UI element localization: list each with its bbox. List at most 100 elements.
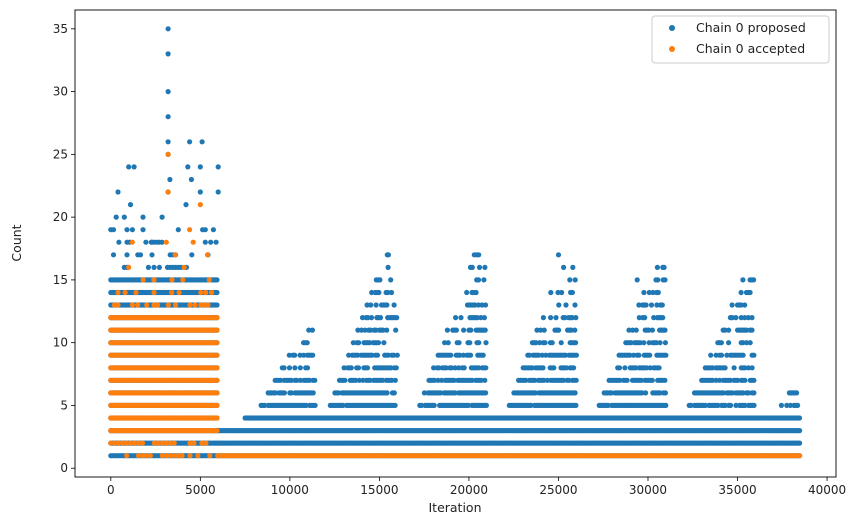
proposed-point	[787, 402, 794, 408]
proposed-point	[482, 264, 488, 270]
proposed-point	[751, 352, 757, 358]
proposed-point	[708, 352, 714, 358]
accepted-point	[115, 302, 121, 308]
accepted-point	[205, 302, 211, 308]
proposed-point	[641, 289, 647, 296]
proposed-point	[156, 264, 162, 270]
proposed-point	[439, 377, 445, 383]
proposed-point	[431, 365, 437, 371]
accepted-point	[191, 440, 197, 446]
proposed-point	[709, 377, 716, 383]
accepted-point	[203, 440, 209, 446]
proposed-point	[188, 176, 194, 183]
proposed-point	[641, 340, 647, 346]
proposed-point	[567, 277, 573, 283]
proposed-point	[742, 377, 748, 383]
proposed-point	[749, 365, 755, 371]
proposed-point	[473, 289, 479, 296]
proposed-point	[215, 189, 221, 195]
proposed-point	[394, 352, 400, 358]
proposed-point	[480, 352, 486, 358]
proposed-point	[436, 365, 442, 371]
proposed-point	[476, 252, 482, 258]
x-tick-label: 20000	[450, 483, 488, 497]
proposed-point	[375, 340, 382, 346]
proposed-point	[729, 302, 735, 308]
proposed-point	[534, 327, 540, 333]
proposed-point	[453, 315, 459, 321]
accepted-point	[135, 440, 142, 446]
accepted-point	[214, 315, 220, 321]
proposed-point	[479, 302, 485, 308]
series-accepted-points	[108, 151, 803, 459]
proposed-point	[662, 277, 668, 283]
proposed-point	[366, 340, 373, 346]
proposed-point	[197, 189, 203, 195]
proposed-point	[749, 327, 755, 333]
proposed-point	[449, 365, 455, 371]
proposed-point	[549, 340, 555, 346]
proposed-point	[159, 214, 165, 220]
accepted-point	[181, 264, 187, 270]
proposed-point	[548, 315, 554, 321]
proposed-point	[368, 315, 375, 321]
proposed-point	[385, 352, 391, 358]
proposed-point	[544, 377, 551, 383]
plot-area	[75, 10, 836, 477]
proposed-point	[744, 327, 750, 333]
proposed-point	[185, 164, 191, 170]
accepted-point	[155, 302, 161, 308]
proposed-point	[688, 402, 694, 408]
proposed-point	[381, 340, 387, 346]
accepted-point	[169, 277, 175, 283]
proposed-point	[369, 352, 375, 358]
proposed-point	[391, 352, 397, 358]
proposed-point	[346, 352, 352, 358]
proposed-point	[355, 365, 362, 371]
proposed-point	[304, 365, 311, 371]
proposed-point	[722, 365, 728, 371]
accepted-point	[215, 453, 221, 459]
proposed-point	[570, 264, 576, 270]
proposed-point	[617, 377, 623, 383]
proposed-point	[286, 365, 293, 371]
proposed-point	[634, 277, 640, 283]
proposed-point	[214, 302, 220, 308]
proposed-point	[728, 402, 734, 408]
proposed-point	[431, 402, 437, 408]
y-tick-label: 35	[53, 22, 68, 36]
proposed-point	[482, 302, 489, 308]
proposed-point	[529, 365, 535, 371]
legend: Chain 0 proposed Chain 0 accepted	[651, 15, 830, 64]
proposed-point	[306, 327, 312, 333]
proposed-point	[643, 302, 649, 308]
proposed-point	[715, 402, 721, 408]
proposed-point	[202, 239, 208, 245]
proposed-point	[536, 352, 542, 358]
proposed-point	[367, 377, 373, 383]
proposed-point	[292, 352, 298, 358]
proposed-point	[297, 377, 303, 383]
proposed-point	[389, 377, 395, 383]
proposed-point	[456, 365, 462, 371]
proposed-point	[527, 352, 533, 358]
proposed-point	[572, 390, 578, 396]
proposed-point	[561, 264, 567, 270]
proposed-point	[126, 164, 132, 170]
y-tick-label: 10	[53, 336, 68, 350]
accepted-point	[176, 289, 182, 296]
proposed-point	[303, 402, 309, 408]
proposed-point	[659, 302, 665, 308]
proposed-point	[159, 239, 165, 245]
proposed-point	[751, 377, 757, 383]
proposed-point	[464, 289, 470, 296]
proposed-point	[747, 289, 753, 296]
accepted-point	[214, 377, 220, 383]
proposed-point	[465, 402, 471, 408]
proposed-point	[364, 302, 370, 308]
proposed-point	[573, 340, 579, 346]
proposed-point	[647, 352, 653, 358]
proposed-point	[605, 402, 611, 408]
accepted-point	[132, 440, 138, 446]
accepted-point	[171, 453, 177, 459]
